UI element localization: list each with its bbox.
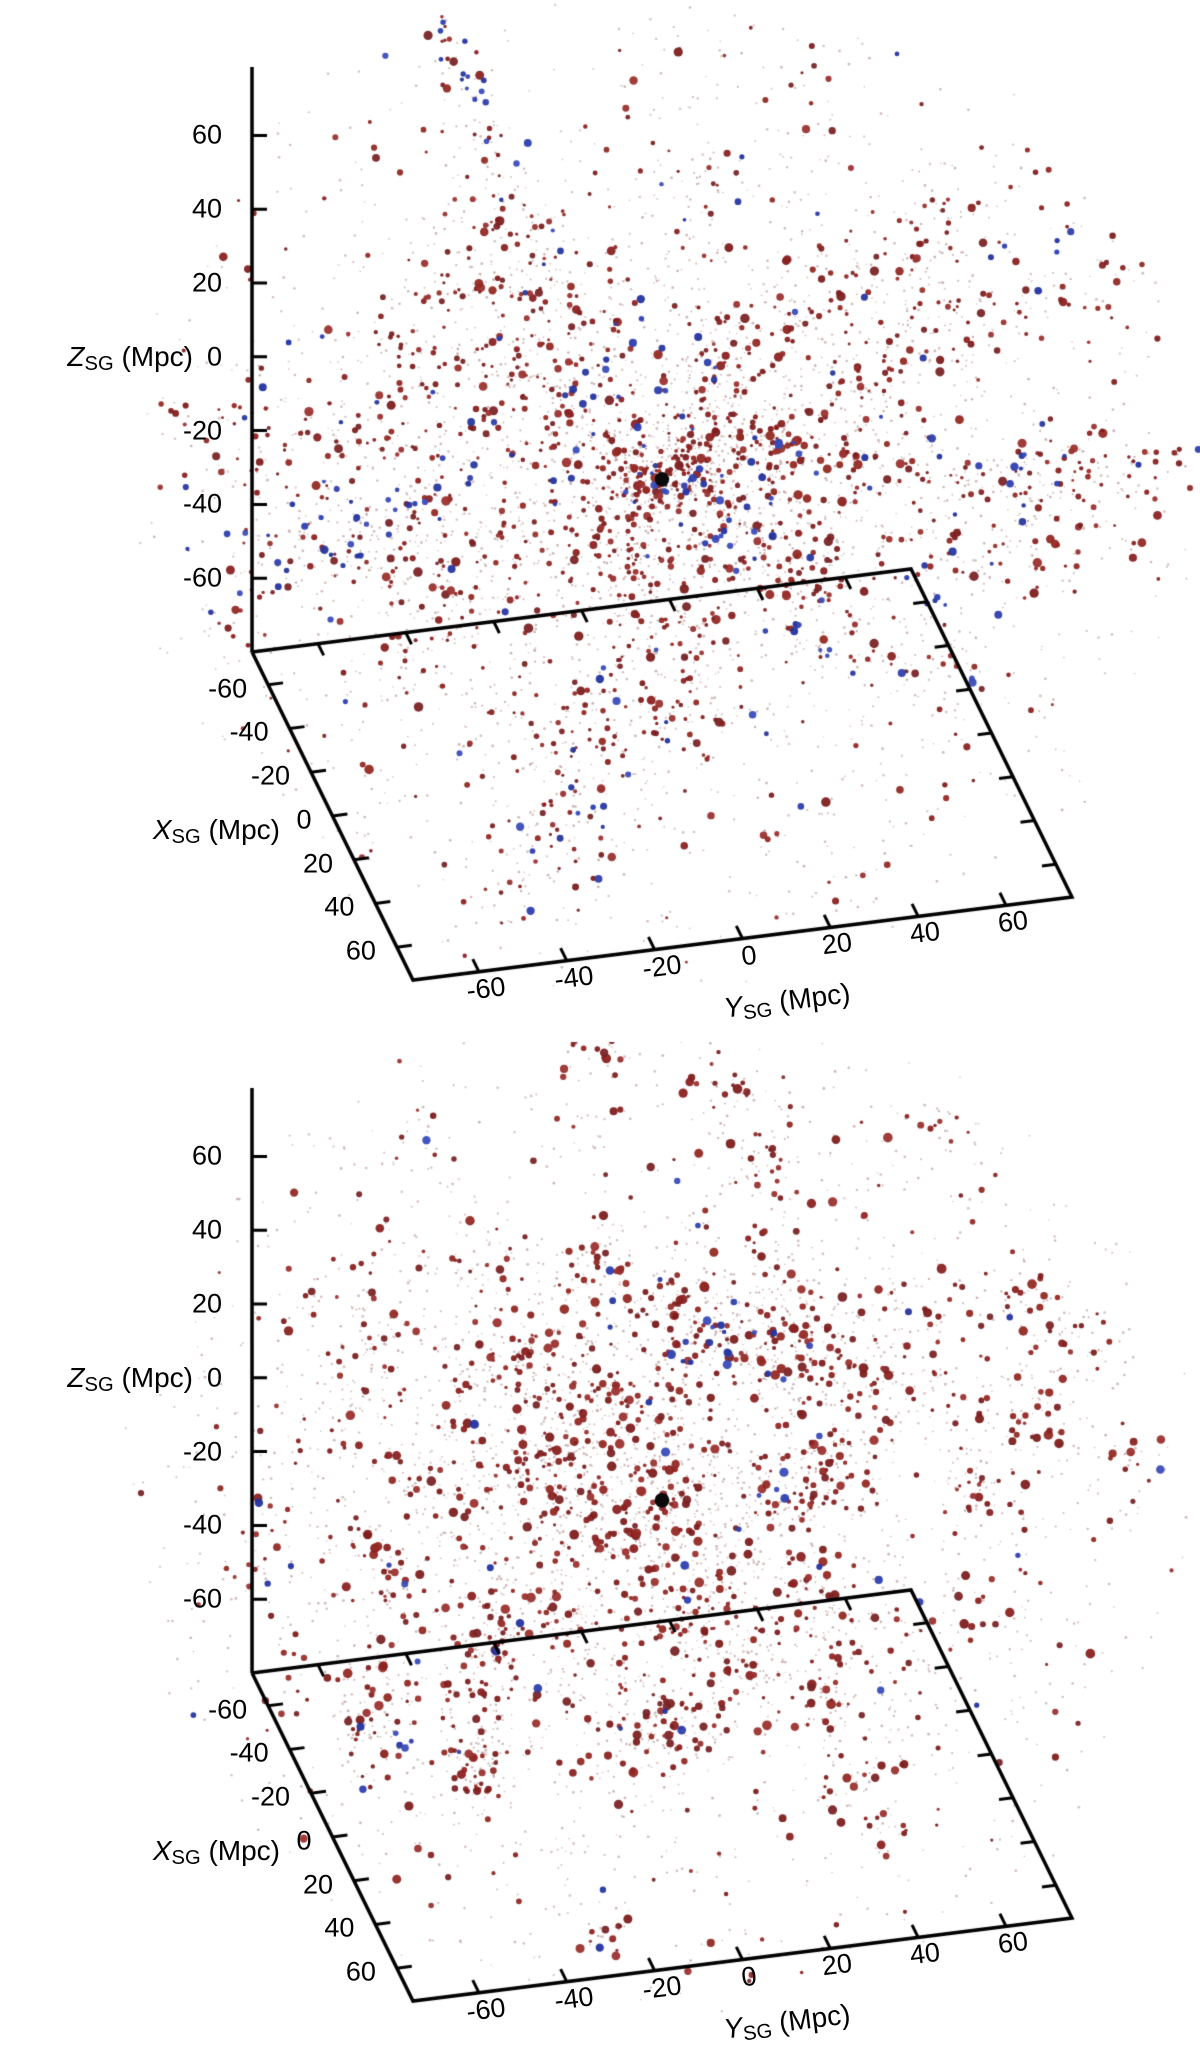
galaxy-distribution-figure: -60 -40 -20 0 20 40 60 -60 -40 -20 0 20 40 60 -60 -40 -2…	[0, 0, 1200, 2051]
scatter-points-canvas	[0, 0, 1200, 2051]
